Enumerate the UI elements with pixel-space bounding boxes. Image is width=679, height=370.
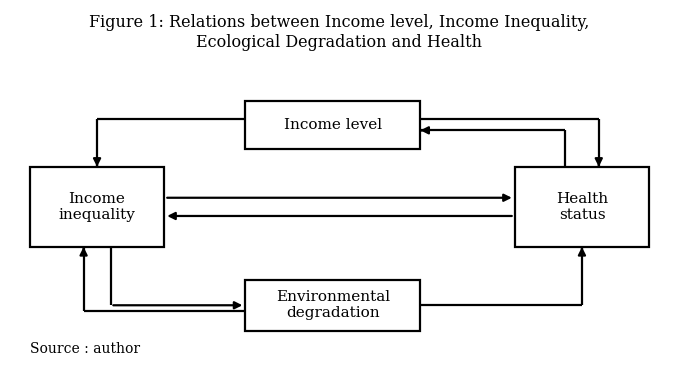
FancyBboxPatch shape	[245, 280, 420, 331]
Text: Source : author: Source : author	[30, 342, 140, 356]
Text: Environmental
degradation: Environmental degradation	[276, 290, 390, 320]
Text: Figure 1: Relations between Income level, Income Inequality,: Figure 1: Relations between Income level…	[90, 14, 589, 31]
Text: Income level: Income level	[284, 118, 382, 132]
FancyBboxPatch shape	[245, 101, 420, 149]
Text: Income
inequality: Income inequality	[58, 192, 136, 222]
Text: Health
status: Health status	[556, 192, 608, 222]
Text: Ecological Degradation and Health: Ecological Degradation and Health	[196, 34, 483, 51]
FancyBboxPatch shape	[30, 167, 164, 247]
FancyBboxPatch shape	[515, 167, 649, 247]
